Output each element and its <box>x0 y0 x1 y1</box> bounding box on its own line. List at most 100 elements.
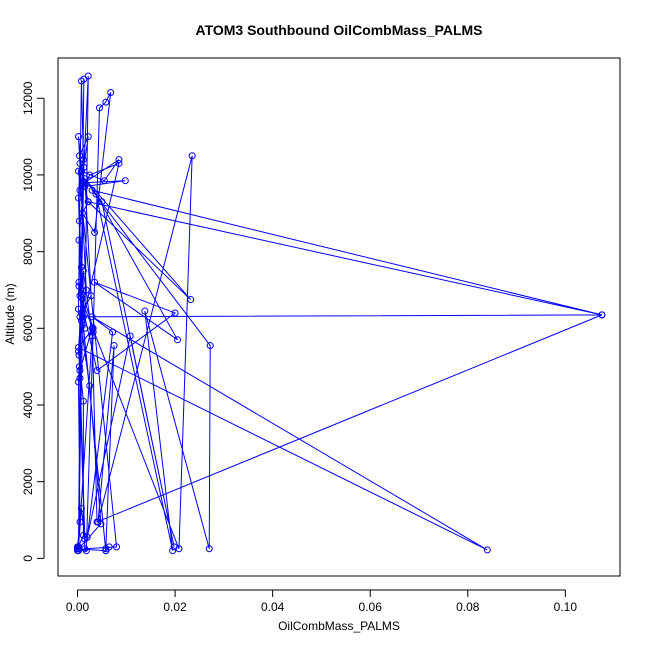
data-point <box>75 351 83 359</box>
data-point <box>79 156 87 164</box>
data-point <box>91 228 99 236</box>
chart-title: ATOM3 Southbound OilCombMass_PALMS <box>196 22 483 38</box>
data-point <box>170 543 178 551</box>
data-point <box>84 133 92 141</box>
series-layer <box>74 72 606 555</box>
data-point <box>77 294 85 302</box>
y-tick-label: 10000 <box>21 158 35 192</box>
y-tick-label: 6000 <box>21 315 35 342</box>
data-point <box>188 152 196 160</box>
y-tick-label: 12000 <box>21 81 35 115</box>
data-point <box>102 547 110 555</box>
data-point <box>115 156 123 164</box>
data-point <box>84 198 92 206</box>
y-tick-label: 0 <box>21 555 35 562</box>
data-point <box>84 72 92 80</box>
data-point <box>75 278 83 286</box>
data-point <box>74 543 82 551</box>
y-axis: 0 2000 4000 6000 8000 10000 12000 <box>21 81 45 562</box>
data-point <box>121 177 129 185</box>
data-point <box>76 374 84 382</box>
y-tick-label: 2000 <box>21 468 35 495</box>
data-point <box>76 159 84 167</box>
data-point <box>82 286 90 294</box>
data-point <box>187 296 195 304</box>
data-point <box>75 152 83 160</box>
data-point <box>75 217 83 225</box>
data-point <box>77 317 85 325</box>
data-point <box>79 267 87 275</box>
data-point <box>81 179 89 187</box>
data-point <box>98 198 106 206</box>
data-point <box>81 175 89 183</box>
data-point <box>109 328 117 336</box>
data-point <box>89 328 97 336</box>
data-point <box>102 545 110 553</box>
plot-frame <box>57 57 621 577</box>
y-tick-label: 8000 <box>21 238 35 265</box>
data-point <box>81 545 89 553</box>
x-tick-label: 0.00 <box>66 600 90 614</box>
data-point <box>81 324 89 332</box>
data-point <box>76 292 84 300</box>
data-point <box>77 263 85 271</box>
data-point <box>107 89 115 97</box>
data-point <box>77 167 85 175</box>
data-point <box>88 332 96 340</box>
data-point <box>95 104 103 112</box>
data-point <box>141 307 149 315</box>
data-point <box>205 545 213 553</box>
x-tick-label: 0.06 <box>359 600 383 614</box>
data-point <box>78 209 86 217</box>
data-point <box>79 313 87 321</box>
series-line <box>76 75 603 552</box>
data-point <box>76 313 84 321</box>
data-point <box>82 547 90 555</box>
data-point <box>92 190 100 198</box>
data-point <box>126 332 134 340</box>
data-point <box>110 342 118 350</box>
data-point <box>79 531 87 539</box>
x-tick-label: 0.02 <box>163 600 187 614</box>
data-point <box>483 546 491 554</box>
data-point <box>115 159 123 167</box>
data-point <box>76 518 84 526</box>
data-point <box>77 505 85 513</box>
data-point <box>88 313 96 321</box>
data-point <box>75 363 83 371</box>
data-point <box>79 397 87 405</box>
data-point <box>93 366 101 374</box>
data-point <box>75 282 83 290</box>
data-point <box>74 167 82 175</box>
data-point <box>113 543 121 551</box>
x-axis-label: OilCombMass_PALMS <box>278 619 400 633</box>
y-tick-label: 4000 <box>21 391 35 418</box>
y-axis-label: Altitude (m) <box>3 283 17 344</box>
data-point <box>93 518 101 526</box>
data-point <box>74 378 82 386</box>
x-tick-label: 0.10 <box>554 600 578 614</box>
data-point <box>87 292 95 300</box>
data-point <box>86 171 94 179</box>
data-point <box>76 186 84 194</box>
x-tick-label: 0.04 <box>261 600 285 614</box>
data-point <box>88 324 96 332</box>
data-point <box>74 547 82 555</box>
data-point <box>105 543 113 551</box>
data-point <box>74 133 82 141</box>
data-point <box>74 343 82 351</box>
data-point <box>76 366 84 374</box>
data-point <box>174 336 182 344</box>
data-point <box>77 290 85 298</box>
data-point <box>88 186 96 194</box>
data-point <box>169 547 177 555</box>
data-point <box>77 309 85 317</box>
data-point <box>74 194 82 202</box>
x-tick-label: 0.08 <box>456 600 480 614</box>
data-point <box>100 177 108 185</box>
data-point <box>81 535 89 543</box>
data-point <box>81 182 89 190</box>
data-point <box>171 309 179 317</box>
data-point <box>74 347 82 355</box>
